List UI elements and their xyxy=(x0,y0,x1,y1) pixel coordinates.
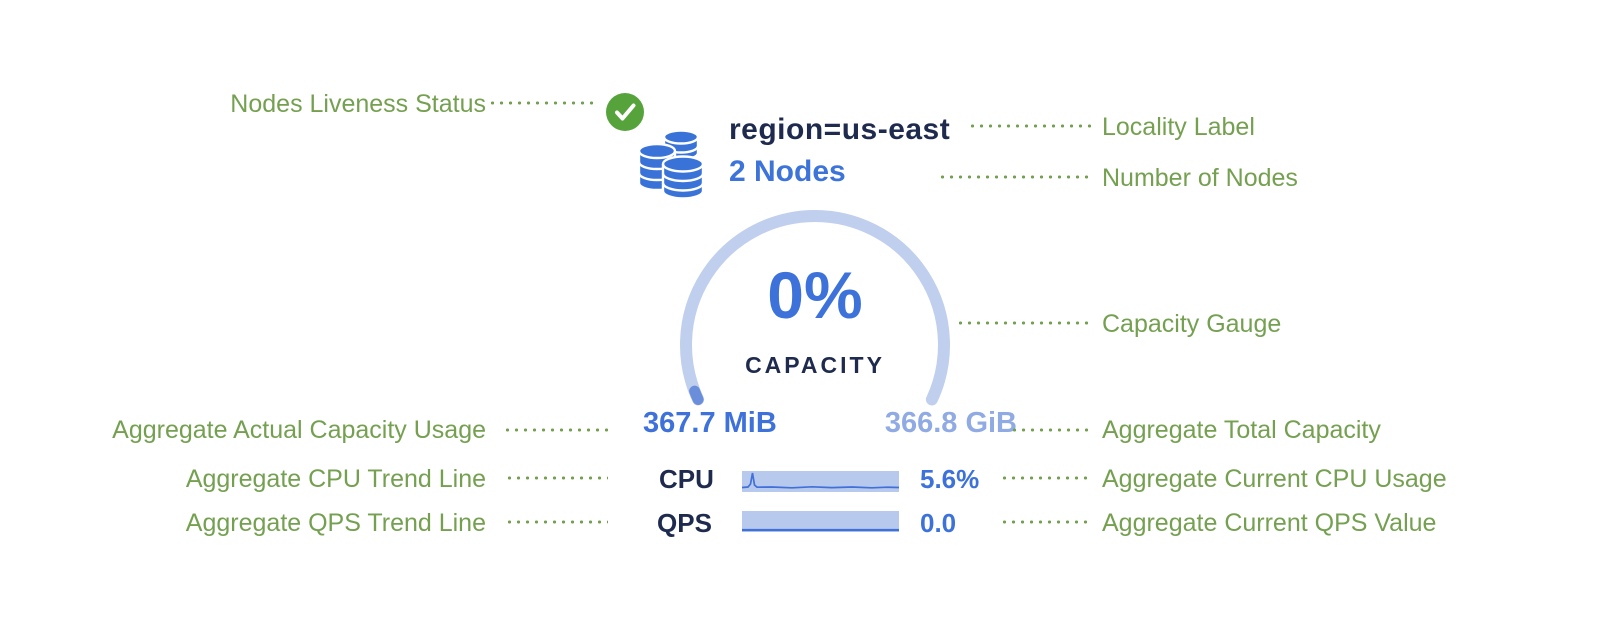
capacity-caption: CAPACITY xyxy=(745,352,885,378)
capacity-used-value: 367.7 MiB xyxy=(643,407,777,439)
qps-stat-label: QPS xyxy=(657,508,712,538)
gauge-arc-used xyxy=(689,385,704,405)
leader-dots xyxy=(938,175,1092,179)
annotation-number-of-nodes: Number of Nodes xyxy=(1102,164,1298,192)
annotation-aggregate-qps-trend-line: Aggregate QPS Trend Line xyxy=(185,509,486,537)
gauge-arc-track xyxy=(680,210,950,406)
cpu-trend-sparkline xyxy=(742,471,899,492)
capacity-values-row: 367.7 MiB 366.8 GiB xyxy=(643,407,1017,439)
leader-dots xyxy=(968,124,1092,128)
locality-label-value: region=us-east xyxy=(729,113,951,146)
leader-dots xyxy=(956,321,1090,325)
database-stack-icon xyxy=(634,126,710,200)
annotation-aggregate-cpu-trend-line: Aggregate CPU Trend Line xyxy=(185,465,486,493)
leader-dots xyxy=(1000,476,1088,480)
annotation-aggregate-current-qps-value: Aggregate Current QPS Value xyxy=(1102,509,1437,537)
leader-dots xyxy=(488,101,598,105)
annotation-aggregate-total-capacity: Aggregate Total Capacity xyxy=(1102,416,1381,444)
capacity-total-value: 366.8 GiB xyxy=(884,407,1017,439)
node-liveness-check-circle-icon xyxy=(605,92,645,132)
leader-dots xyxy=(505,476,608,480)
leader-dots xyxy=(1000,520,1088,524)
cpu-stat-label: CPU xyxy=(659,464,714,494)
capacity-gauge xyxy=(680,210,950,406)
cpu-usage-value: 5.6% xyxy=(920,464,980,494)
qps-value: 0.0 xyxy=(920,508,957,538)
qps-trend-sparkline xyxy=(742,511,899,532)
leader-dots xyxy=(503,428,609,432)
annotation-aggregate-current-cpu-usage: Aggregate Current CPU Usage xyxy=(1102,465,1447,493)
annotation-aggregate-actual-capacity-usage: Aggregate Actual Capacity Usage xyxy=(112,416,486,444)
leader-dots xyxy=(505,520,608,524)
nodes-count-value: 2 Nodes xyxy=(729,155,846,188)
capacity-percent: 0% xyxy=(767,258,863,332)
annotation-nodes-liveness-status: Nodes Liveness Status xyxy=(230,90,486,118)
annotation-capacity-gauge: Capacity Gauge xyxy=(1102,310,1282,338)
annotation-locality-label: Locality Label xyxy=(1102,113,1255,141)
leader-dots xyxy=(1010,428,1090,432)
